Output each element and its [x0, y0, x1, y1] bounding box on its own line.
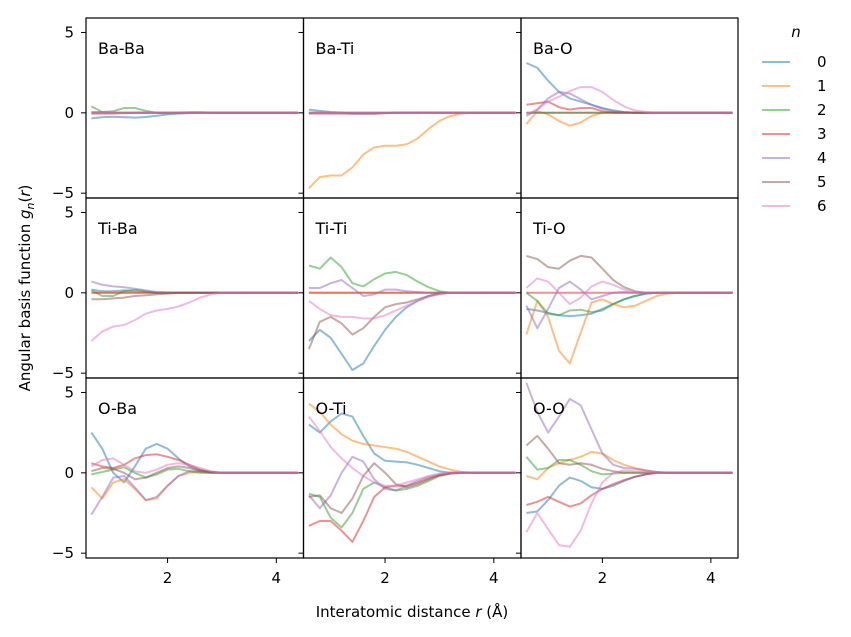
y-tick-label: 0: [64, 464, 74, 482]
series-line-n4: [525, 382, 733, 474]
series-line-n1: [526, 450, 733, 481]
legend-item-n0: 0: [762, 53, 827, 71]
series-line-n3: [526, 471, 733, 508]
panel-ba-o: [516, 17, 739, 199]
series-line-n2: [525, 291, 733, 317]
panel-label: O-Ba: [98, 399, 137, 418]
panel-label: O-Ti: [316, 399, 347, 418]
panel-series: [525, 62, 733, 127]
y-tick-label: −5: [52, 364, 74, 382]
panel-series: [308, 108, 516, 190]
series-line-n6: [525, 86, 733, 116]
y-tick-label: 5: [64, 203, 74, 221]
panel-ba-ti: [298, 17, 522, 199]
panel-label: Ba-Ba: [98, 39, 145, 58]
series-line-n4: [90, 470, 299, 516]
panel-series: [90, 280, 299, 342]
legend-label: 3: [817, 125, 827, 143]
legend-item-n1: 1: [762, 77, 827, 95]
series-line-n1: [308, 111, 516, 190]
series-line-n5: [307, 291, 516, 350]
x-axis-label: Interatomic distance r (Å): [316, 602, 509, 621]
y-tick-label: 5: [64, 23, 74, 41]
legend-label: 6: [817, 197, 827, 215]
legend-item-n5: 5: [762, 173, 827, 191]
panel-label: Ti-O: [532, 219, 566, 238]
panel-series: [90, 105, 299, 120]
panel-series: [525, 254, 733, 365]
panel-series: [308, 402, 516, 543]
legend-item-n6: 6: [762, 197, 827, 215]
series-line-n2: [308, 256, 516, 294]
panel-o-ba: [81, 377, 305, 563]
legend-item-n3: 3: [762, 125, 827, 143]
series-line-n0: [308, 412, 516, 474]
panels-layer: [81, 17, 739, 563]
x-tick-label: 4: [489, 569, 499, 587]
series-line-n5: [526, 254, 733, 294]
legend-label: 1: [817, 77, 827, 95]
x-tick-label: 4: [272, 569, 282, 587]
series-line-n0: [90, 432, 299, 484]
panel-label: Ba-O: [533, 39, 573, 58]
series-line-n6: [308, 415, 516, 487]
panel-label: Ti-Ba: [97, 219, 138, 238]
y-tick-label: −5: [52, 544, 74, 562]
series-line-n6: [525, 277, 733, 306]
legend-item-n2: 2: [762, 101, 827, 119]
y-axis-label: Angular basis function gn(r): [16, 185, 37, 392]
panel-ti-ba: [81, 197, 305, 379]
legend-label: 5: [817, 173, 827, 191]
panel-series: [90, 432, 299, 516]
series-line-n3: [526, 100, 733, 114]
series-line-n6: [308, 291, 516, 320]
y-tick-label: 0: [64, 284, 74, 302]
panel-frame: [520, 377, 739, 559]
series-line-n1: [525, 291, 733, 365]
legend-label: 4: [817, 149, 827, 167]
x-tick-label: 2: [598, 569, 608, 587]
series-line-n0: [526, 291, 733, 318]
series-line-n6: [90, 457, 299, 474]
series-line-n6: [90, 291, 299, 342]
panel-ba-ba: [81, 17, 305, 199]
y-tick-label: 0: [64, 104, 74, 122]
panel-label: Ti-Ti: [315, 219, 348, 238]
series-line-n6: [525, 469, 733, 548]
panel-series: [307, 256, 516, 371]
panel-series: [525, 382, 733, 548]
y-tick-label: −5: [52, 184, 74, 202]
legend-label: 2: [817, 101, 827, 119]
legend-title: n: [791, 23, 801, 41]
x-tick-label: 4: [706, 569, 716, 587]
legend-label: 0: [817, 53, 827, 71]
legend-item-n4: 4: [762, 149, 827, 167]
panel-label: O-O: [533, 399, 565, 418]
x-tick-label: 2: [380, 569, 390, 587]
axes-text-layer: Ba-Ba Ba-Ti Ba-O Ti-Ba Ti-Ti Ti-O O-Ba O-Ti O-O −…: [52, 23, 716, 587]
y-tick-label: 5: [64, 383, 74, 401]
panel-label: Ba-Ti: [316, 39, 355, 58]
panel-o-o: [516, 377, 739, 563]
x-tick-label: 2: [163, 569, 173, 587]
legend: n 0 1 2 3 4 5 6: [762, 23, 827, 215]
